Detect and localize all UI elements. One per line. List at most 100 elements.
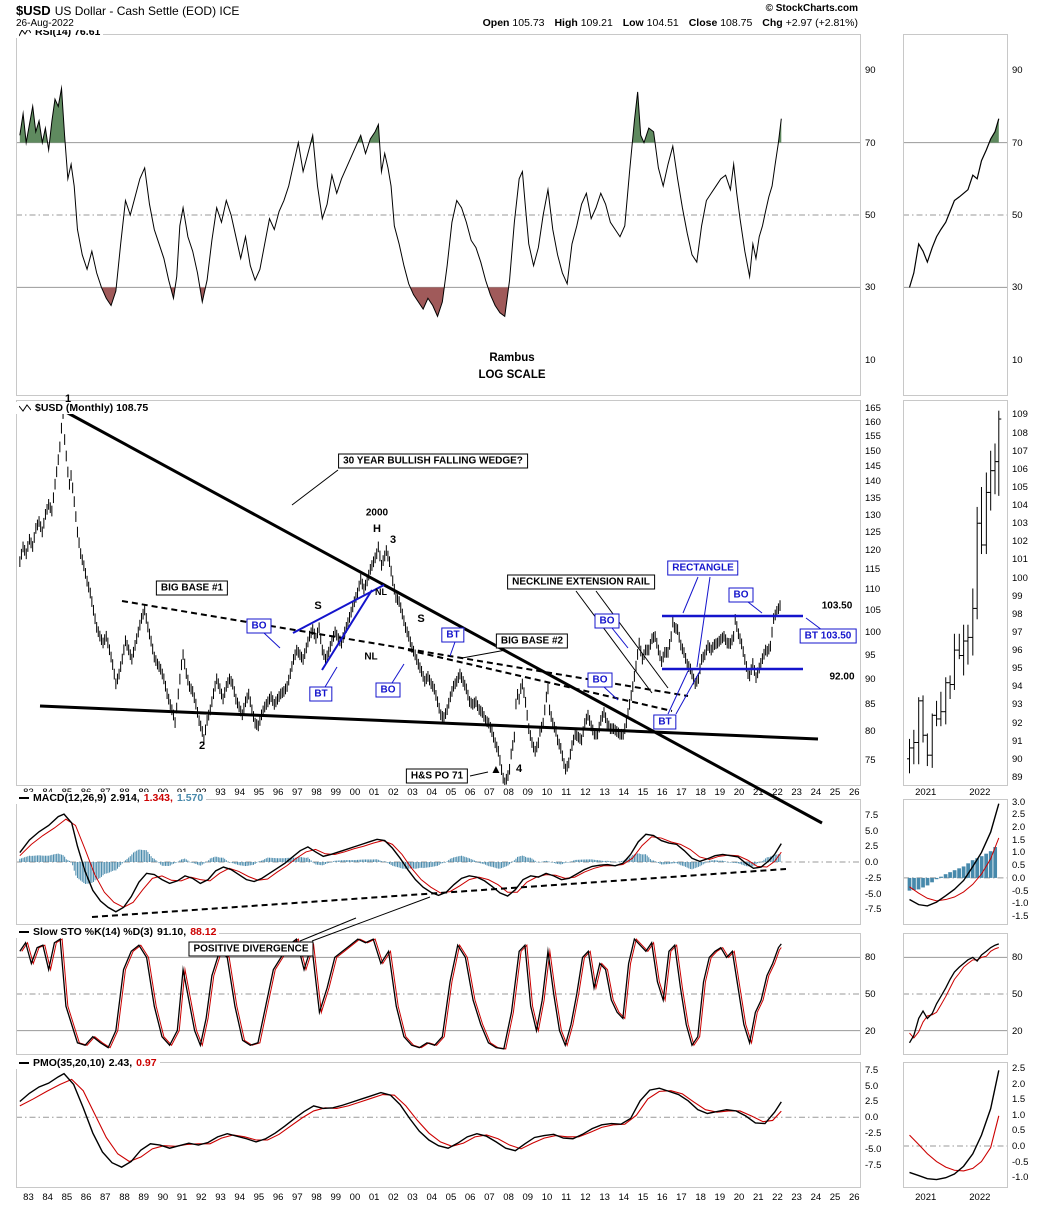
x-axis-label: 13 [599, 1192, 610, 1203]
y-tick-label: 20 [865, 1025, 876, 1037]
indicator-zigzag-icon [19, 403, 31, 413]
macd-signal-value: 1.343, [143, 792, 173, 804]
quote-line: Open 105.73 High 109.21 Low 104.51 Close… [476, 17, 858, 29]
x-axis-label: 95 [253, 1192, 265, 1203]
y-tick-label: 7.5 [865, 809, 879, 821]
x-axis-label: 20 [733, 1192, 745, 1203]
y-tick-label: 1.0 [1012, 847, 1026, 859]
sto-title-text: Slow STO %K(14) %D(3) [33, 926, 153, 938]
y-tick-label: 85 [865, 699, 876, 711]
y-tick-label: 2.5 [1012, 809, 1026, 821]
x-axis-label: 95 [253, 787, 265, 798]
y-tick-label: 91 [1012, 735, 1023, 747]
y-tick-label: 30 [865, 282, 876, 294]
y-tick-label: 10 [1012, 354, 1023, 366]
x-axis-label: 88 [119, 1192, 130, 1203]
macd-title-text: MACD(12,26,9) [33, 792, 107, 804]
sto-panel-canvas [16, 933, 861, 1055]
symbol: $USD [16, 3, 51, 18]
x-axis-label: 01 [368, 787, 380, 798]
x-axis-label: 04 [426, 1192, 438, 1203]
y-tick-label: 50 [1012, 210, 1023, 221]
x-axis-label: 91 [176, 1192, 188, 1203]
x-axis-label: 08 [503, 787, 514, 798]
y-tick-label: 160 [865, 416, 881, 428]
y-tick-label: 70 [1012, 137, 1023, 149]
y-tick-label: 0.0 [865, 857, 879, 868]
x-axis-label: 23 [791, 1192, 802, 1203]
x-axis-label: 15 [637, 787, 649, 798]
y-tick-label: 125 [865, 527, 881, 539]
sto-d-value: 88.12 [190, 926, 217, 938]
x-axis-label: 20 [733, 787, 745, 798]
y-tick-label: 50 [865, 989, 876, 1000]
y-tick-label: 105 [865, 604, 881, 616]
y-tick-label: 120 [865, 545, 881, 557]
x-axis-label: 98 [311, 1192, 322, 1203]
x-axis-label: 18 [695, 787, 706, 798]
close-label: Close [688, 17, 718, 29]
y-tick-label: 3.0 [1012, 796, 1026, 808]
x-axis-label: 00 [349, 787, 361, 798]
price-panel-canvas [16, 400, 861, 786]
y-tick-label: 70 [865, 137, 876, 149]
y-tick-label: 20 [1012, 1025, 1023, 1037]
x-axis-label: 24 [810, 1192, 822, 1203]
x-axis-label: 19 [714, 787, 726, 798]
y-tick-label: 107 [1012, 445, 1028, 457]
close-value: 108.75 [720, 17, 753, 29]
y-tick-label: -7.5 [865, 904, 882, 916]
y-tick-label: -0.5 [1012, 885, 1029, 897]
x-axis-label: 87 [100, 1192, 111, 1203]
open-label: Open [482, 17, 510, 29]
x-axis-label: 23 [791, 787, 802, 798]
rsi-panel-canvas [16, 34, 861, 396]
high-value: 109.21 [580, 17, 613, 29]
x-axis-label: 02 [388, 1192, 399, 1203]
y-tick-label: 75 [865, 755, 876, 767]
watermark-scale-note: LOG SCALE [478, 369, 546, 381]
x-axis-label: 2022 [969, 1192, 991, 1203]
x-axis-label: 16 [656, 787, 668, 798]
y-tick-label: -1.0 [1012, 1172, 1029, 1184]
x-axis-label: 90 [157, 1192, 169, 1203]
chg-label: Chg [762, 17, 783, 29]
x-axis-label: 98 [311, 787, 322, 798]
y-tick-label: 103 [1012, 518, 1028, 530]
y-tick-label: 0.5 [1012, 860, 1026, 872]
x-axis-label: 22 [772, 787, 783, 798]
y-tick-label: 50 [1012, 989, 1023, 1000]
y-tick-label: 2.5 [1012, 1063, 1026, 1075]
x-axis-label: 10 [541, 1192, 553, 1203]
x-axis-label: 99 [330, 787, 342, 798]
y-tick-label: 96 [1012, 645, 1023, 657]
y-tick-label: 100 [1012, 572, 1028, 584]
x-axis-label: 97 [292, 787, 303, 798]
low-label: Low [622, 17, 644, 29]
x-axis-label: 19 [714, 1192, 726, 1203]
x-axis-label: 22 [772, 1192, 783, 1203]
x-axis-label: 96 [272, 1192, 284, 1203]
x-axis-label: 12 [580, 787, 591, 798]
x-axis-label: 93 [215, 787, 226, 798]
y-tick-label: 50 [865, 210, 876, 221]
y-tick-label: 94 [1012, 681, 1023, 693]
pmo-zoom-panel-canvas [903, 1062, 1008, 1188]
instrument-title: US Dollar - Cash Settle (EOD) ICE [54, 4, 240, 18]
y-tick-label: 90 [865, 65, 876, 77]
macd-histogram-value: 1.570 [176, 792, 204, 804]
y-tick-label: 30 [1012, 282, 1023, 294]
y-tick-label: -5.0 [865, 888, 882, 900]
y-tick-label: 135 [865, 492, 881, 504]
x-axis-label: 06 [464, 1192, 476, 1203]
y-tick-label: 1.5 [1012, 1094, 1026, 1106]
y-tick-label: 165 [865, 403, 881, 415]
x-axis-labels-bottom: 83 84 85 86 87 88 89 90 91 92 93 94 95 96 97 98 99 00 01 02… [0, 1192, 1050, 1203]
rsi-zoom-panel-canvas [903, 34, 1008, 396]
y-tick-label: 1.5 [1012, 834, 1026, 846]
y-tick-label: 2.0 [1012, 1078, 1026, 1090]
y-tick-label: 7.5 [865, 1064, 879, 1076]
x-axis-label: 17 [676, 1192, 687, 1203]
y-tick-label: 145 [865, 460, 881, 472]
